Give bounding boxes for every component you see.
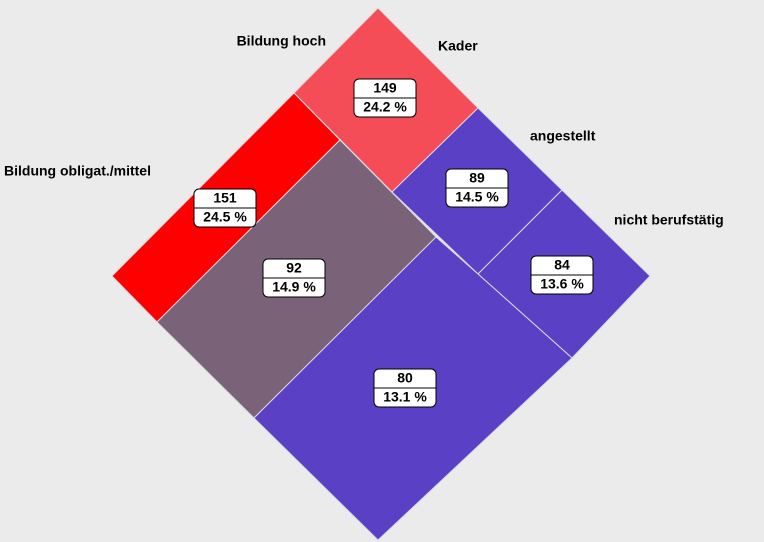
column-label: angestellt (530, 128, 596, 144)
count-label: 92 (286, 260, 302, 276)
share-label: 13.1 % (383, 389, 427, 405)
count-label: 89 (469, 170, 485, 186)
column-label: nicht berufstätig (614, 212, 724, 228)
share-label: 13.6 % (540, 276, 584, 292)
count-label: 151 (213, 190, 237, 206)
row-label: Bildung hoch (237, 33, 326, 49)
share-label: 24.2 % (363, 99, 407, 115)
count-label: 149 (373, 80, 397, 96)
share-label: 24.5 % (203, 209, 247, 225)
row-label: Bildung obligat./mittel (4, 163, 151, 179)
share-label: 14.5 % (455, 189, 499, 205)
column-label: Kader (438, 38, 478, 54)
share-label: 14.9 % (272, 279, 316, 295)
count-label: 84 (554, 257, 570, 273)
count-label: 80 (397, 370, 413, 386)
cell-labels: 149 24.2 % 151 24.5 % 92 14.9 % 89 14.5 % 84 13.6… (193, 78, 594, 408)
